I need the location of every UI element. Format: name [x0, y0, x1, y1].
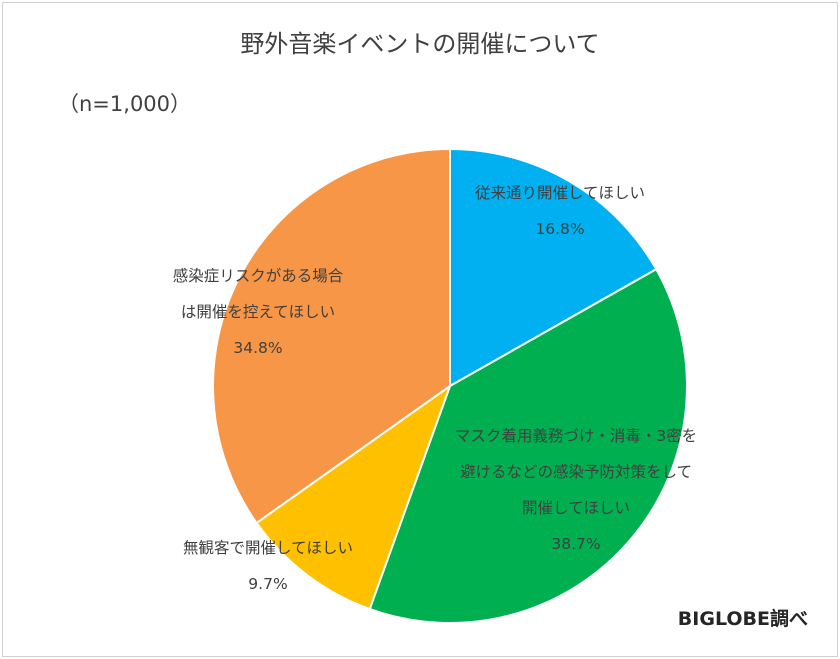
slice-value-label: 34.8%: [233, 339, 282, 357]
pie-slice-keep-normal: [449, 147, 658, 388]
slice-label-line: マスク着用義務づけ・消毒・3密を: [455, 427, 697, 445]
slice-label-line: 開催してほしい: [522, 499, 630, 517]
slice-value-label: 9.7%: [248, 575, 287, 593]
pie-slice-refrain: [212, 147, 451, 525]
slice-value-label: 38.7%: [551, 535, 600, 553]
slice-label-line: 従来通り開催してほしい: [475, 184, 645, 202]
slice-label-line: 感染症リスクがある場合: [173, 267, 344, 285]
slice-label-line: 無観客で開催してほしい: [183, 539, 353, 557]
slice-label-no-audience: 無観客で開催してほしい 9.7%: [183, 539, 353, 593]
slice-label-line: は開催を控えてほしい: [181, 303, 335, 321]
sample-size-label: （n=1,000）: [58, 92, 192, 116]
source-label: BIGLOBE調べ: [677, 608, 808, 630]
chart-title: 野外音楽イベントの開催について: [240, 30, 600, 58]
pie-slice-no-audience: [255, 383, 453, 611]
slice-label-line: 避けるなどの感染予防対策をして: [460, 463, 692, 481]
pie-slice-with-precautions: [368, 267, 688, 624]
slice-label-keep-normal: 従来通り開催してほしい 16.8%: [475, 184, 645, 238]
slice-value-label: 16.8%: [535, 220, 584, 238]
